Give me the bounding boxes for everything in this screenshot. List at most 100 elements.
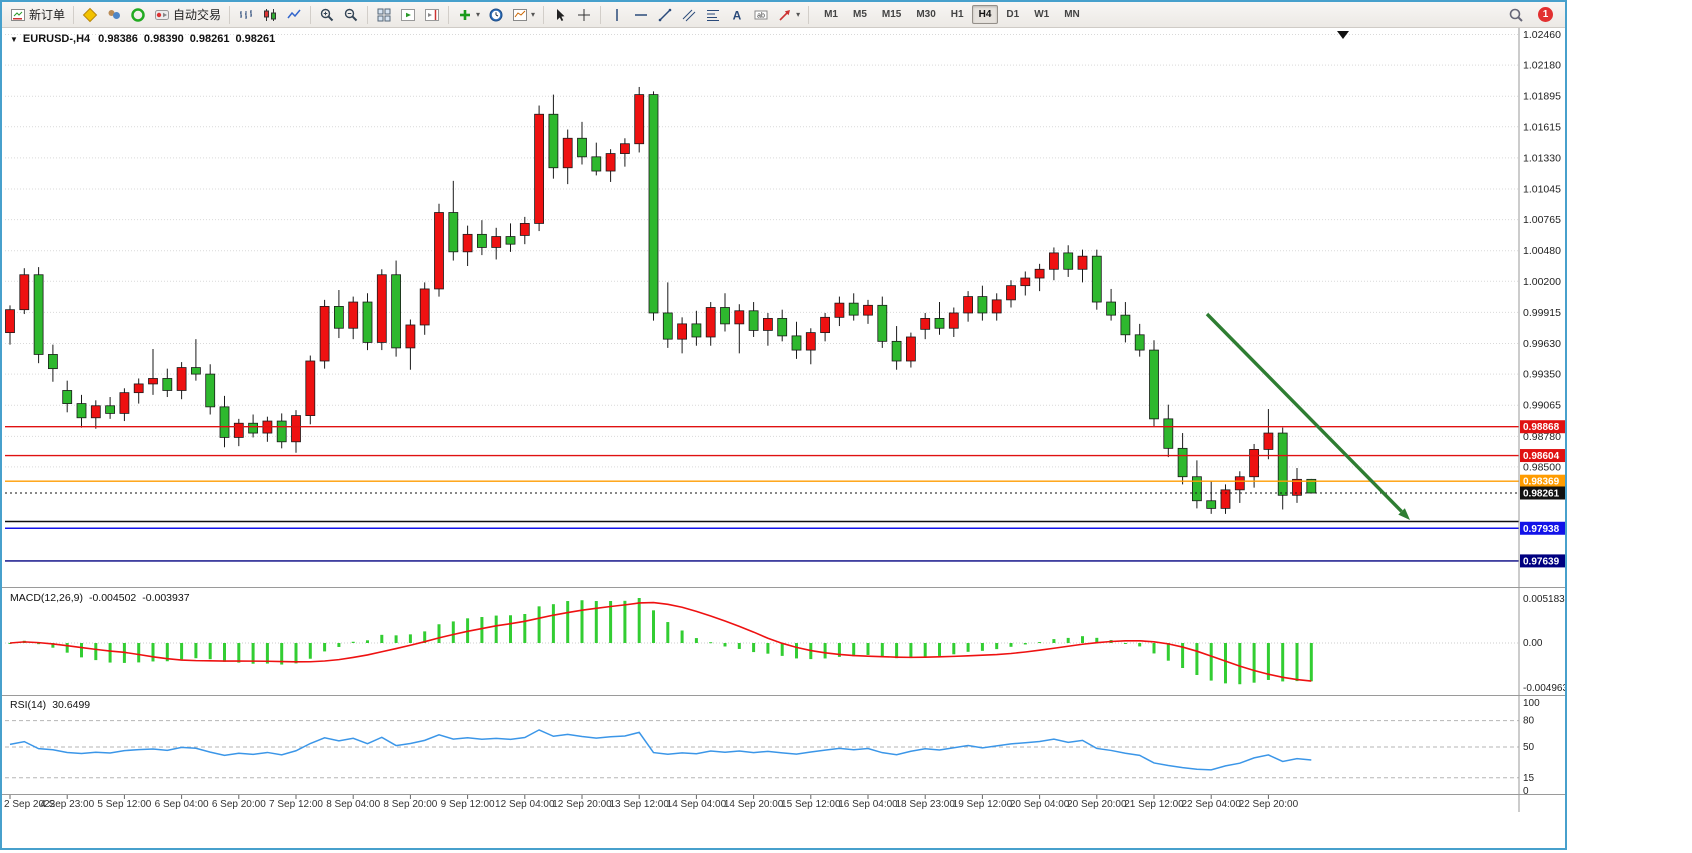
macd-histogram-bar [509, 615, 512, 643]
bull-candle [948, 312, 959, 329]
price-axis-label: 0.98500 [1523, 461, 1561, 473]
timeframe-button-mn[interactable]: MN [1064, 9, 1080, 20]
timeframe-button-w1[interactable]: W1 [1034, 9, 1050, 20]
timeframe-button-m15[interactable]: M15 [881, 9, 902, 20]
bull-candle [319, 306, 330, 362]
chart-shift-button[interactable] [420, 4, 444, 26]
fibonacci-tool-button[interactable] [701, 4, 725, 26]
macd-histogram-bar [694, 638, 698, 643]
macd-histogram-bar [752, 643, 756, 653]
price-line-label-bg [1520, 554, 1565, 568]
autotrading-button[interactable]: 自动交易 [150, 4, 225, 26]
macd-histogram-bar [795, 643, 798, 659]
bull-candle [820, 316, 830, 334]
rsi-value: 30.6499 [52, 699, 91, 711]
price-line-label-bg [1520, 420, 1565, 434]
bear-candle [1206, 500, 1217, 509]
chart-canvas[interactable]: 1.02460 1.02180 1.01895 1.01615 1.01330 1.010… [2, 28, 1568, 847]
periods-button[interactable] [484, 4, 508, 26]
time-axis-label: 14 Sep 04:00 [667, 799, 727, 810]
price-axis-label: 1.01330 [1523, 152, 1561, 164]
indicators-button[interactable]: ▾ [453, 4, 484, 26]
bear-candle [977, 296, 988, 314]
hline-tool-button[interactable] [629, 4, 653, 26]
toolbar-separator [448, 5, 450, 24]
chart-shift-marker[interactable] [1337, 31, 1349, 39]
timeframe-button-h4[interactable]: H4 [971, 5, 999, 24]
bear-candle [1277, 432, 1288, 496]
chart-close-value: 0.98261 [235, 33, 276, 45]
autoscroll-button[interactable] [396, 4, 420, 26]
clock-icon [488, 7, 504, 23]
zoom-out-button[interactable] [339, 4, 363, 26]
timeframe-button-m5[interactable]: M5 [852, 9, 867, 20]
chart-high-value: 0.98390 [143, 33, 184, 45]
bear-candle [1177, 447, 1188, 478]
macd-name: MACD(12,26,9) [10, 592, 83, 604]
bear-candle [877, 304, 888, 342]
template-icon [512, 7, 528, 23]
bull-candle [19, 274, 30, 311]
time-axis-label: 8 Sep 04:00 [326, 799, 380, 810]
macd-histogram-bar [194, 643, 198, 659]
arrows-tool-button[interactable]: ▾ [773, 4, 804, 26]
market-button[interactable] [102, 4, 126, 26]
mql5-community-button[interactable] [126, 4, 150, 26]
bull-candle [920, 318, 931, 330]
dropdown-caret-icon: ▾ [531, 9, 536, 19]
bull-candle [705, 307, 716, 338]
bull-candle [677, 323, 687, 340]
chart-bars-button[interactable] [234, 4, 258, 26]
bull-candle [1049, 252, 1059, 270]
main-toolbar: 新订单 自动交易 ▾ ▾ A ab [2, 2, 1565, 28]
macd-histogram-bar [1166, 643, 1170, 661]
macd-histogram-bar [451, 621, 455, 643]
zoom-in-button[interactable] [315, 4, 339, 26]
price-line-label: 0.98261 [1523, 488, 1560, 499]
cursor-button[interactable] [548, 4, 572, 26]
tile-windows-icon [376, 7, 392, 23]
notification-badge[interactable]: 1 [1538, 7, 1553, 22]
bear-candle [33, 274, 44, 355]
tile-windows-button[interactable] [372, 4, 396, 26]
price-axis[interactable]: 1.02460 1.02180 1.01895 1.01615 1.01330 1.010… [1523, 29, 1568, 797]
one-click-trading-toggle-icon[interactable]: ▼ [10, 34, 18, 44]
add-indicator-icon [457, 7, 473, 23]
trendline-icon [657, 7, 673, 23]
macd-histogram-bar [1181, 643, 1185, 669]
macd-histogram-bar [1038, 642, 1042, 644]
vline-tool-button[interactable] [605, 4, 629, 26]
timeframe-button-m30[interactable]: M30 [916, 9, 936, 20]
new-order-label: 新订单 [29, 8, 66, 22]
search-button[interactable] [1504, 4, 1528, 26]
trendline-tool-button[interactable] [653, 4, 677, 26]
macd-histogram-bar [566, 601, 570, 643]
new-order-button[interactable]: 新订单 [6, 4, 69, 26]
macd-histogram-bar [1309, 643, 1313, 682]
chart-line-button[interactable] [282, 4, 306, 26]
timeframe-button-h1[interactable]: H1 [950, 9, 964, 20]
macd-histogram-bar [551, 604, 555, 643]
bear-candle [105, 405, 115, 414]
channel-tool-button[interactable] [677, 4, 701, 26]
timeframe-button-m1[interactable]: M1 [824, 9, 838, 20]
crosshair-button[interactable] [572, 4, 596, 26]
bull-candle [906, 336, 916, 362]
templates-button[interactable]: ▾ [508, 4, 539, 26]
trend-arrow-annotation[interactable] [1205, 312, 1410, 520]
text-tool-button[interactable]: A [725, 4, 749, 26]
crosshair-icon [576, 7, 592, 23]
candles-layer [5, 86, 1317, 514]
time-axis-label: 16 Sep 04:00 [838, 799, 898, 810]
timeframe-button-d1[interactable]: D1 [1006, 9, 1020, 20]
metaeditor-button[interactable] [78, 4, 102, 26]
rsi-name: RSI(14) [10, 699, 47, 711]
bull-candle [405, 324, 416, 349]
macd-histogram-bar [938, 643, 941, 656]
bull-candle [119, 392, 130, 414]
price-level-lines[interactable] [5, 426, 1519, 562]
chart-candles-button[interactable] [258, 4, 282, 26]
label-tool-button[interactable]: ab [749, 4, 773, 26]
macd-histogram-bar [609, 600, 613, 643]
